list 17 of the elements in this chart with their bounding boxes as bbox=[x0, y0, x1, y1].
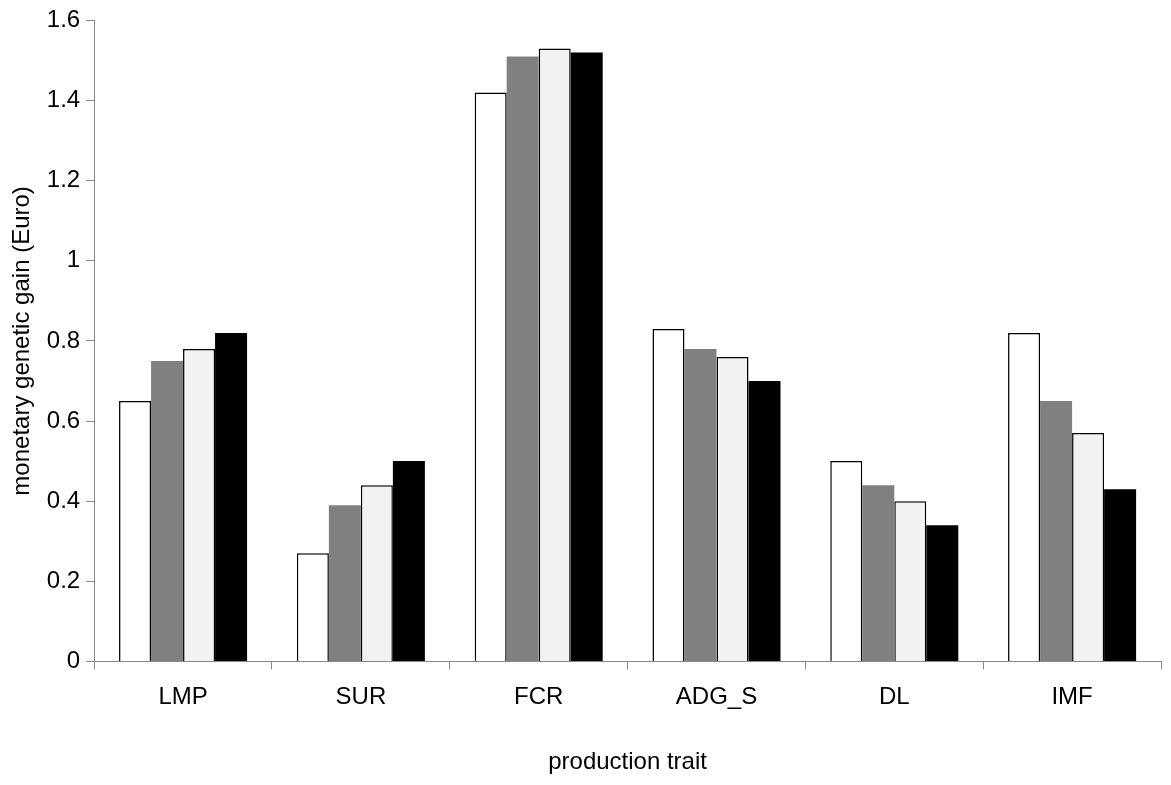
y-tick-label: 0.8 bbox=[46, 325, 81, 353]
x-tick-label: FCR bbox=[514, 682, 564, 710]
x-tick-label: SUR bbox=[335, 682, 387, 710]
y-axis-title: monetary genetic gain (Euro) bbox=[7, 186, 35, 496]
y-tick-label: 0.6 bbox=[46, 405, 81, 433]
x-tick-label: ADG_S bbox=[675, 682, 758, 710]
x-tick-label: DL bbox=[878, 682, 910, 710]
y-tick-label: 1.6 bbox=[46, 5, 81, 33]
y-tick-label: 1.2 bbox=[46, 165, 81, 193]
x-tick-label: IMF bbox=[1051, 682, 1093, 710]
y-tick-label: 0.4 bbox=[46, 485, 81, 513]
x-tick-label: LMP bbox=[158, 682, 208, 710]
x-axis-title: production trait bbox=[548, 747, 708, 775]
y-tick-label: 1.4 bbox=[46, 85, 81, 113]
y-tick-label: 0.2 bbox=[46, 565, 81, 593]
y-tick-label: 0 bbox=[66, 646, 81, 674]
y-tick-label: 1 bbox=[66, 245, 81, 273]
